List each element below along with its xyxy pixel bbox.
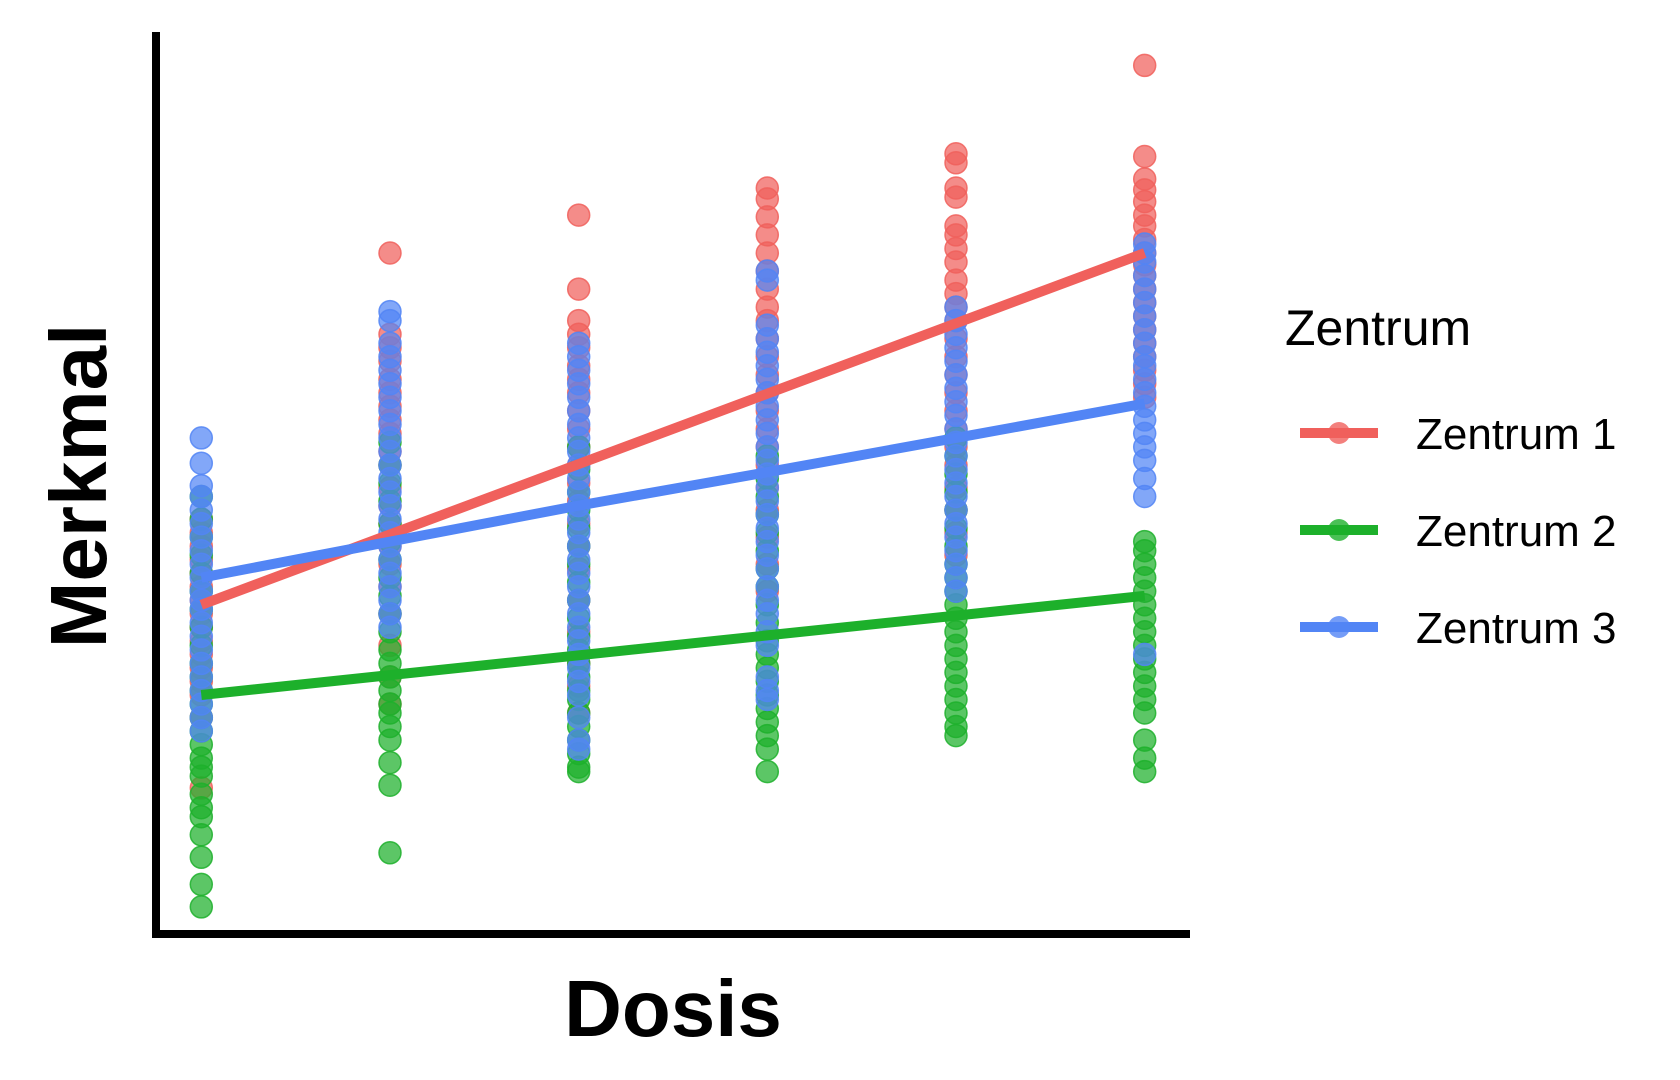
data-point xyxy=(944,151,968,175)
data-point xyxy=(566,737,591,761)
data-point xyxy=(189,451,214,475)
data-point xyxy=(755,687,780,712)
data-point xyxy=(1132,144,1157,169)
legend-items: Zentrum 1 Zentrum 2 Zentrum 3 xyxy=(1300,410,1617,653)
data-point xyxy=(566,277,591,301)
x-axis-title: Dosis xyxy=(564,964,782,1053)
data-point xyxy=(378,773,402,797)
data-point xyxy=(189,895,214,919)
data-point xyxy=(378,615,402,640)
data-point xyxy=(189,719,214,743)
legend-label: Zentrum 2 xyxy=(1416,507,1617,556)
series-zentrum-3-points xyxy=(189,232,1157,761)
data-point xyxy=(755,268,780,292)
data-point xyxy=(378,728,402,752)
data-point xyxy=(755,737,780,761)
trend-line-zentrum-3 xyxy=(200,398,1146,583)
trend-layer xyxy=(199,248,1147,700)
legend-item-zentrum-3: Zentrum 3 xyxy=(1300,604,1617,653)
y-axis-title: Merkmal xyxy=(34,324,123,649)
data-point xyxy=(189,845,214,870)
legend-item-zentrum-1: Zentrum 1 xyxy=(1300,410,1617,459)
legend-title: Zentrum xyxy=(1285,300,1471,356)
data-point xyxy=(189,426,214,450)
data-point xyxy=(189,872,214,897)
data-point xyxy=(566,759,591,784)
data-point xyxy=(1132,701,1157,725)
data-point xyxy=(378,241,402,265)
legend-key-dot xyxy=(1328,519,1350,541)
series-zentrum-2-points xyxy=(189,426,1157,919)
data-point xyxy=(566,705,591,730)
legend-key-dot xyxy=(1328,616,1350,638)
data-point xyxy=(944,185,968,209)
data-point xyxy=(378,308,402,333)
data-point xyxy=(378,750,402,775)
legend: Zentrum Zentrum 1 Zentrum 2 Zentrum 3 xyxy=(1285,300,1617,653)
data-point xyxy=(566,203,591,227)
legend-item-zentrum-2: Zentrum 2 xyxy=(1300,507,1617,556)
data-point xyxy=(1132,759,1157,784)
trend-line-zentrum-2 xyxy=(200,590,1146,700)
data-point xyxy=(1132,484,1157,509)
data-point xyxy=(1132,53,1157,78)
legend-key-dot xyxy=(1328,422,1350,444)
data-point xyxy=(1132,642,1157,667)
data-point xyxy=(944,723,968,748)
legend-label: Zentrum 1 xyxy=(1416,410,1617,459)
data-point xyxy=(566,683,591,707)
data-point xyxy=(944,579,968,603)
data-point xyxy=(378,841,402,865)
legend-label: Zentrum 3 xyxy=(1416,604,1617,653)
points-layer xyxy=(189,53,1157,919)
data-point xyxy=(189,823,214,847)
data-point xyxy=(755,759,780,784)
